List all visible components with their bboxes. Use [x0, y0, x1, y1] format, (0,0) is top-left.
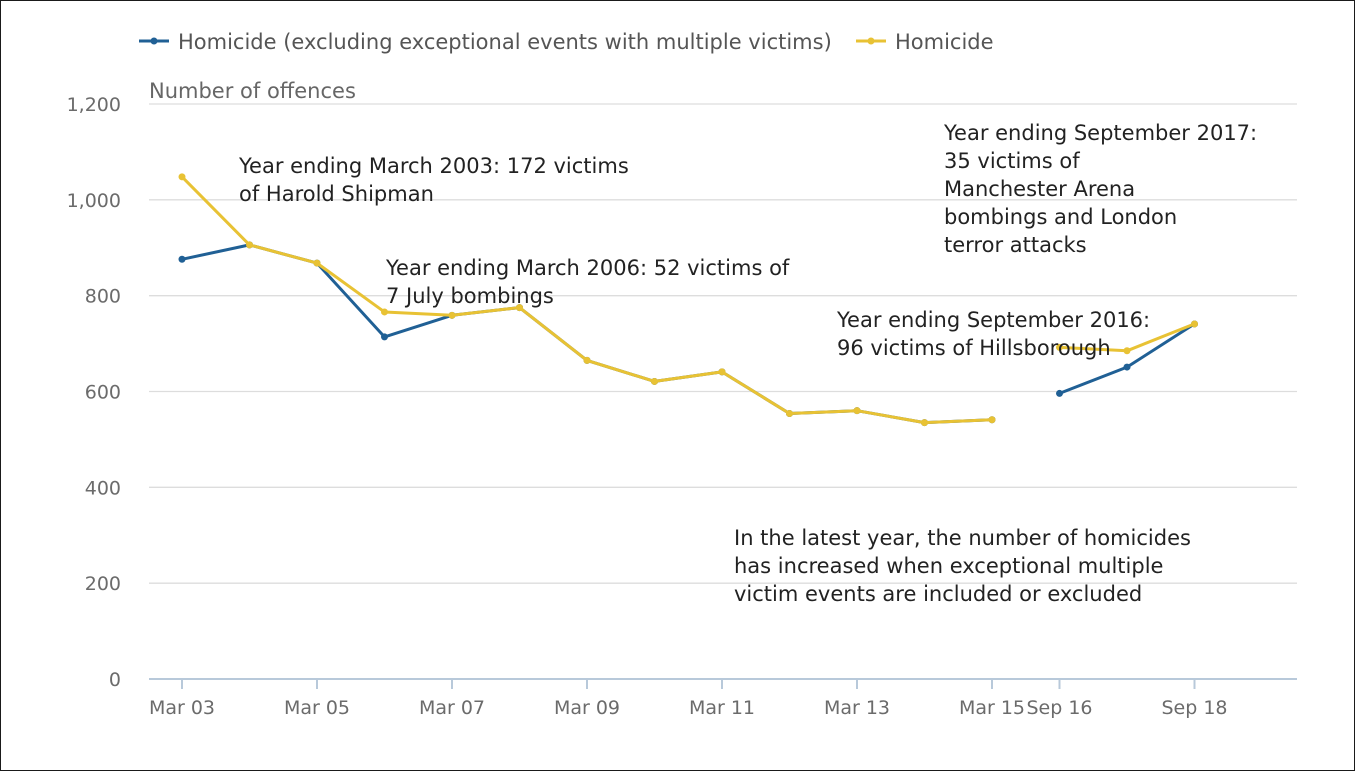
data-point[interactable]: [1056, 389, 1063, 397]
legend-item-excluding[interactable]: Homicide (excluding exceptional events w…: [139, 30, 832, 54]
y-tick-label: 0: [109, 669, 121, 691]
data-point[interactable]: [988, 416, 996, 424]
y-axis-title: Number of offences: [149, 79, 356, 103]
annotation: Year ending March 2006: 52 victims of 7 J…: [385, 256, 790, 308]
legend-marker-homicide: [867, 37, 875, 45]
annotation-line: bombings and London: [944, 205, 1177, 229]
data-point[interactable]: [1123, 363, 1131, 371]
data-point[interactable]: [1191, 320, 1198, 328]
annotation-line: 35 victims of: [944, 149, 1080, 173]
data-point[interactable]: [583, 356, 591, 364]
data-point[interactable]: [718, 368, 726, 376]
gridlines: [149, 103, 1297, 584]
annotation-line: 96 victims of Hillsborough: [837, 336, 1111, 360]
data-point[interactable]: [786, 410, 793, 418]
data-point[interactable]: [1056, 343, 1063, 351]
data-point[interactable]: [448, 311, 456, 319]
annotation-line: 7 July bombings: [386, 284, 554, 308]
annotation-line: Manchester Arena: [944, 177, 1135, 201]
x-tick-label: Sep 16: [1026, 697, 1092, 719]
annotation: In the latest year, the number of homici…: [734, 526, 1191, 606]
annotation: Year ending March 2003: 172 victims of Ha…: [238, 154, 629, 206]
legend-item-homicide[interactable]: Homicide: [856, 30, 994, 54]
y-tick-label: 600: [85, 382, 121, 404]
x-tick-label: Mar 13: [824, 697, 890, 719]
legend-marker-excluding: [150, 37, 158, 45]
legend-label-homicide: Homicide: [895, 30, 994, 54]
annotation-line: Year ending March 2006: 52 victims of: [385, 256, 790, 280]
y-tick-label: 800: [85, 286, 121, 308]
x-tick-label: Mar 11: [689, 697, 755, 719]
annotations: Year ending March 2003: 172 victims of Ha…: [238, 121, 1257, 606]
y-tick-label: 1,200: [67, 94, 121, 116]
y-tick-label: 200: [85, 573, 121, 595]
data-point[interactable]: [313, 259, 321, 267]
legend: Homicide (excluding exceptional events w…: [139, 30, 994, 54]
data-point[interactable]: [1123, 347, 1131, 355]
annotation-line: Year ending September 2017:: [943, 121, 1257, 145]
legend-label-excluding: Homicide (excluding exceptional events w…: [178, 30, 832, 54]
annotation-line: victim events are included or excluded: [734, 582, 1142, 606]
x-tick-label: Mar 15: [959, 697, 1025, 719]
data-point[interactable]: [921, 419, 928, 427]
data-point[interactable]: [381, 308, 388, 316]
x-tick-label: Mar 09: [554, 697, 620, 719]
x-tick-label: Sep 18: [1161, 697, 1227, 719]
annotation-line: In the latest year, the number of homici…: [734, 526, 1191, 550]
x-tick-label: Mar 05: [284, 697, 350, 719]
annotation-line: Year ending September 2016:: [836, 308, 1150, 332]
y-axis-ticks: 0 200 400 600 800 1,000 1,200: [67, 94, 121, 691]
data-point[interactable]: [381, 333, 388, 341]
y-tick-label: 1,000: [67, 190, 121, 212]
data-point[interactable]: [651, 377, 658, 385]
y-tick-label: 400: [85, 477, 121, 499]
annotation-line: Year ending March 2003: 172 victims: [238, 154, 629, 178]
annotation-line: has increased when exceptional multiple: [734, 554, 1163, 578]
x-tick-label: Mar 03: [149, 697, 215, 719]
data-point[interactable]: [516, 304, 523, 312]
data-point[interactable]: [178, 255, 186, 263]
annotation: Year ending September 2017: 35 victims of…: [943, 121, 1257, 257]
data-point[interactable]: [178, 173, 186, 181]
x-tick-label: Mar 07: [419, 697, 485, 719]
annotation-line: terror attacks: [944, 233, 1087, 257]
series-1: [178, 173, 1198, 427]
annotation: Year ending September 2016: 96 victims of…: [836, 308, 1150, 360]
series-layer: [178, 173, 1198, 427]
data-point[interactable]: [853, 407, 861, 415]
x-axis: Mar 03 Mar 05 Mar 07 Mar 09 Mar 11 Mar 13 Mar …: [149, 678, 1297, 719]
data-point[interactable]: [246, 241, 253, 249]
series-line: [180, 175, 993, 425]
annotation-line: of Harold Shipman: [239, 182, 434, 206]
